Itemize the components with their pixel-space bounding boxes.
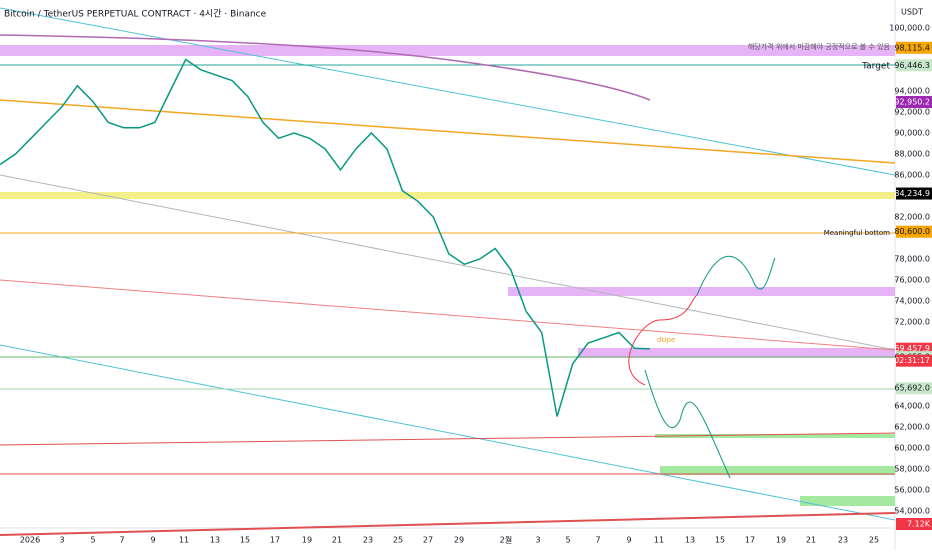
price-label-bg — [896, 187, 932, 200]
y-tick-label: 76,000.0 — [894, 276, 930, 285]
chart-title: Bitcoin / TetherUS PERPETUAL CONTRACT · … — [4, 9, 267, 20]
y-tick-label: 74,000.0 — [894, 297, 930, 306]
trend-line — [0, 99, 896, 164]
zone — [0, 45, 895, 56]
annotation: Target — [861, 62, 890, 72]
price-label: 84,234.9 — [894, 189, 930, 198]
price-label-bg — [896, 59, 932, 72]
scenario-arrow — [644, 369, 731, 479]
price-label-bg — [896, 225, 932, 238]
y-tick-label: 100,000.0 — [889, 24, 930, 33]
scenario-arrow — [628, 294, 698, 386]
zone — [655, 434, 895, 438]
x-tick-label: 17 — [745, 536, 755, 545]
price-label: 80,600.0 — [894, 227, 930, 236]
x-tick-label: 7 — [595, 536, 600, 545]
x-tick-label: 15 — [715, 536, 725, 545]
price-label-bg — [896, 96, 932, 109]
y-tick-label: 78,000.0 — [894, 255, 930, 264]
x-tick-label: 25 — [393, 536, 403, 545]
annotation: Meaningful bottom — [824, 229, 890, 237]
zone — [660, 466, 895, 475]
annotation: 해당가격 위에서 마감해야 긍정적으로 볼 수 있음 — [748, 42, 891, 51]
zone — [508, 287, 895, 296]
y-tick-label: 54,000.0 — [894, 507, 930, 516]
y-tick-label: 86,000.0 — [894, 171, 930, 180]
x-tick-label: 15 — [240, 536, 250, 545]
x-tick-label: 13 — [210, 536, 220, 545]
y-tick-label: 92,000.0 — [894, 108, 930, 117]
y-tick-label: 62,000.0 — [894, 423, 930, 432]
scenario-arrow — [696, 256, 776, 296]
axis-unit: USDT — [901, 8, 923, 17]
zone — [0, 192, 895, 199]
y-tick-label: 64,000.0 — [894, 402, 930, 411]
x-tick-label: 17 — [270, 536, 280, 545]
x-tick-label: 3 — [535, 536, 540, 545]
price-label-bg — [896, 41, 932, 54]
x-tick-label: 11 — [654, 536, 664, 545]
x-tick-label: 27 — [423, 536, 433, 545]
price-label: 65,692.0 — [894, 384, 930, 393]
x-tick-label: 11 — [179, 536, 189, 545]
volume-label: 7.12K — [907, 520, 931, 529]
trend-line — [0, 432, 896, 446]
y-tick-label: 56,000.0 — [894, 486, 930, 495]
x-tick-label: 3 — [59, 536, 64, 545]
y-tick-label: 58,000.0 — [894, 465, 930, 474]
y-tick-label: 88,000.0 — [894, 150, 930, 159]
x-tick-label: 21 — [332, 536, 342, 545]
trend-line — [0, 174, 896, 351]
x-tick-label: 2026 — [20, 536, 40, 545]
x-tick-label: 23 — [363, 536, 373, 545]
x-tick-label: 21 — [806, 536, 816, 545]
price-label: 92,950.2 — [894, 98, 930, 107]
x-tick-label: 19 — [302, 536, 312, 545]
price-line — [0, 58, 651, 417]
price-label: 69,457.9 — [894, 344, 930, 353]
x-tick-label: 13 — [685, 536, 695, 545]
x-tick-label: 9 — [626, 536, 631, 545]
x-tick-label: 9 — [150, 536, 155, 545]
zone — [800, 496, 895, 506]
y-tick-label: 72,000.0 — [894, 318, 930, 327]
trend-line — [0, 344, 896, 521]
volume-label-bg — [896, 518, 932, 530]
countdown: 02:31:17 — [894, 356, 930, 365]
x-tick-label: 29 — [454, 536, 464, 545]
trend-line — [0, 512, 896, 536]
countdown-bg — [896, 354, 932, 367]
zone — [578, 348, 895, 358]
annotation: dUpe — [657, 336, 675, 344]
x-tick-label: 23 — [838, 536, 848, 545]
y-tick-label: 60,000.0 — [894, 444, 930, 453]
y-tick-label: 82,000.0 — [894, 213, 930, 222]
trend-line — [0, 279, 896, 351]
y-tick-label: 90,000.0 — [894, 129, 930, 138]
x-tick-label: 5 — [90, 536, 95, 545]
y-tick-label: 94,000.0 — [894, 87, 930, 96]
price-label-bg — [896, 382, 932, 395]
moving-average — [0, 34, 651, 101]
x-tick-label: 2월 — [500, 535, 512, 545]
trend-line — [0, 7, 896, 176]
x-tick-label: 25 — [869, 536, 879, 545]
price-label: 98,115.4 — [894, 43, 930, 52]
x-tick-label: 19 — [776, 536, 786, 545]
x-tick-label: 5 — [565, 536, 570, 545]
price-label: 96,446.3 — [894, 61, 930, 70]
x-tick-label: 7 — [119, 536, 124, 545]
